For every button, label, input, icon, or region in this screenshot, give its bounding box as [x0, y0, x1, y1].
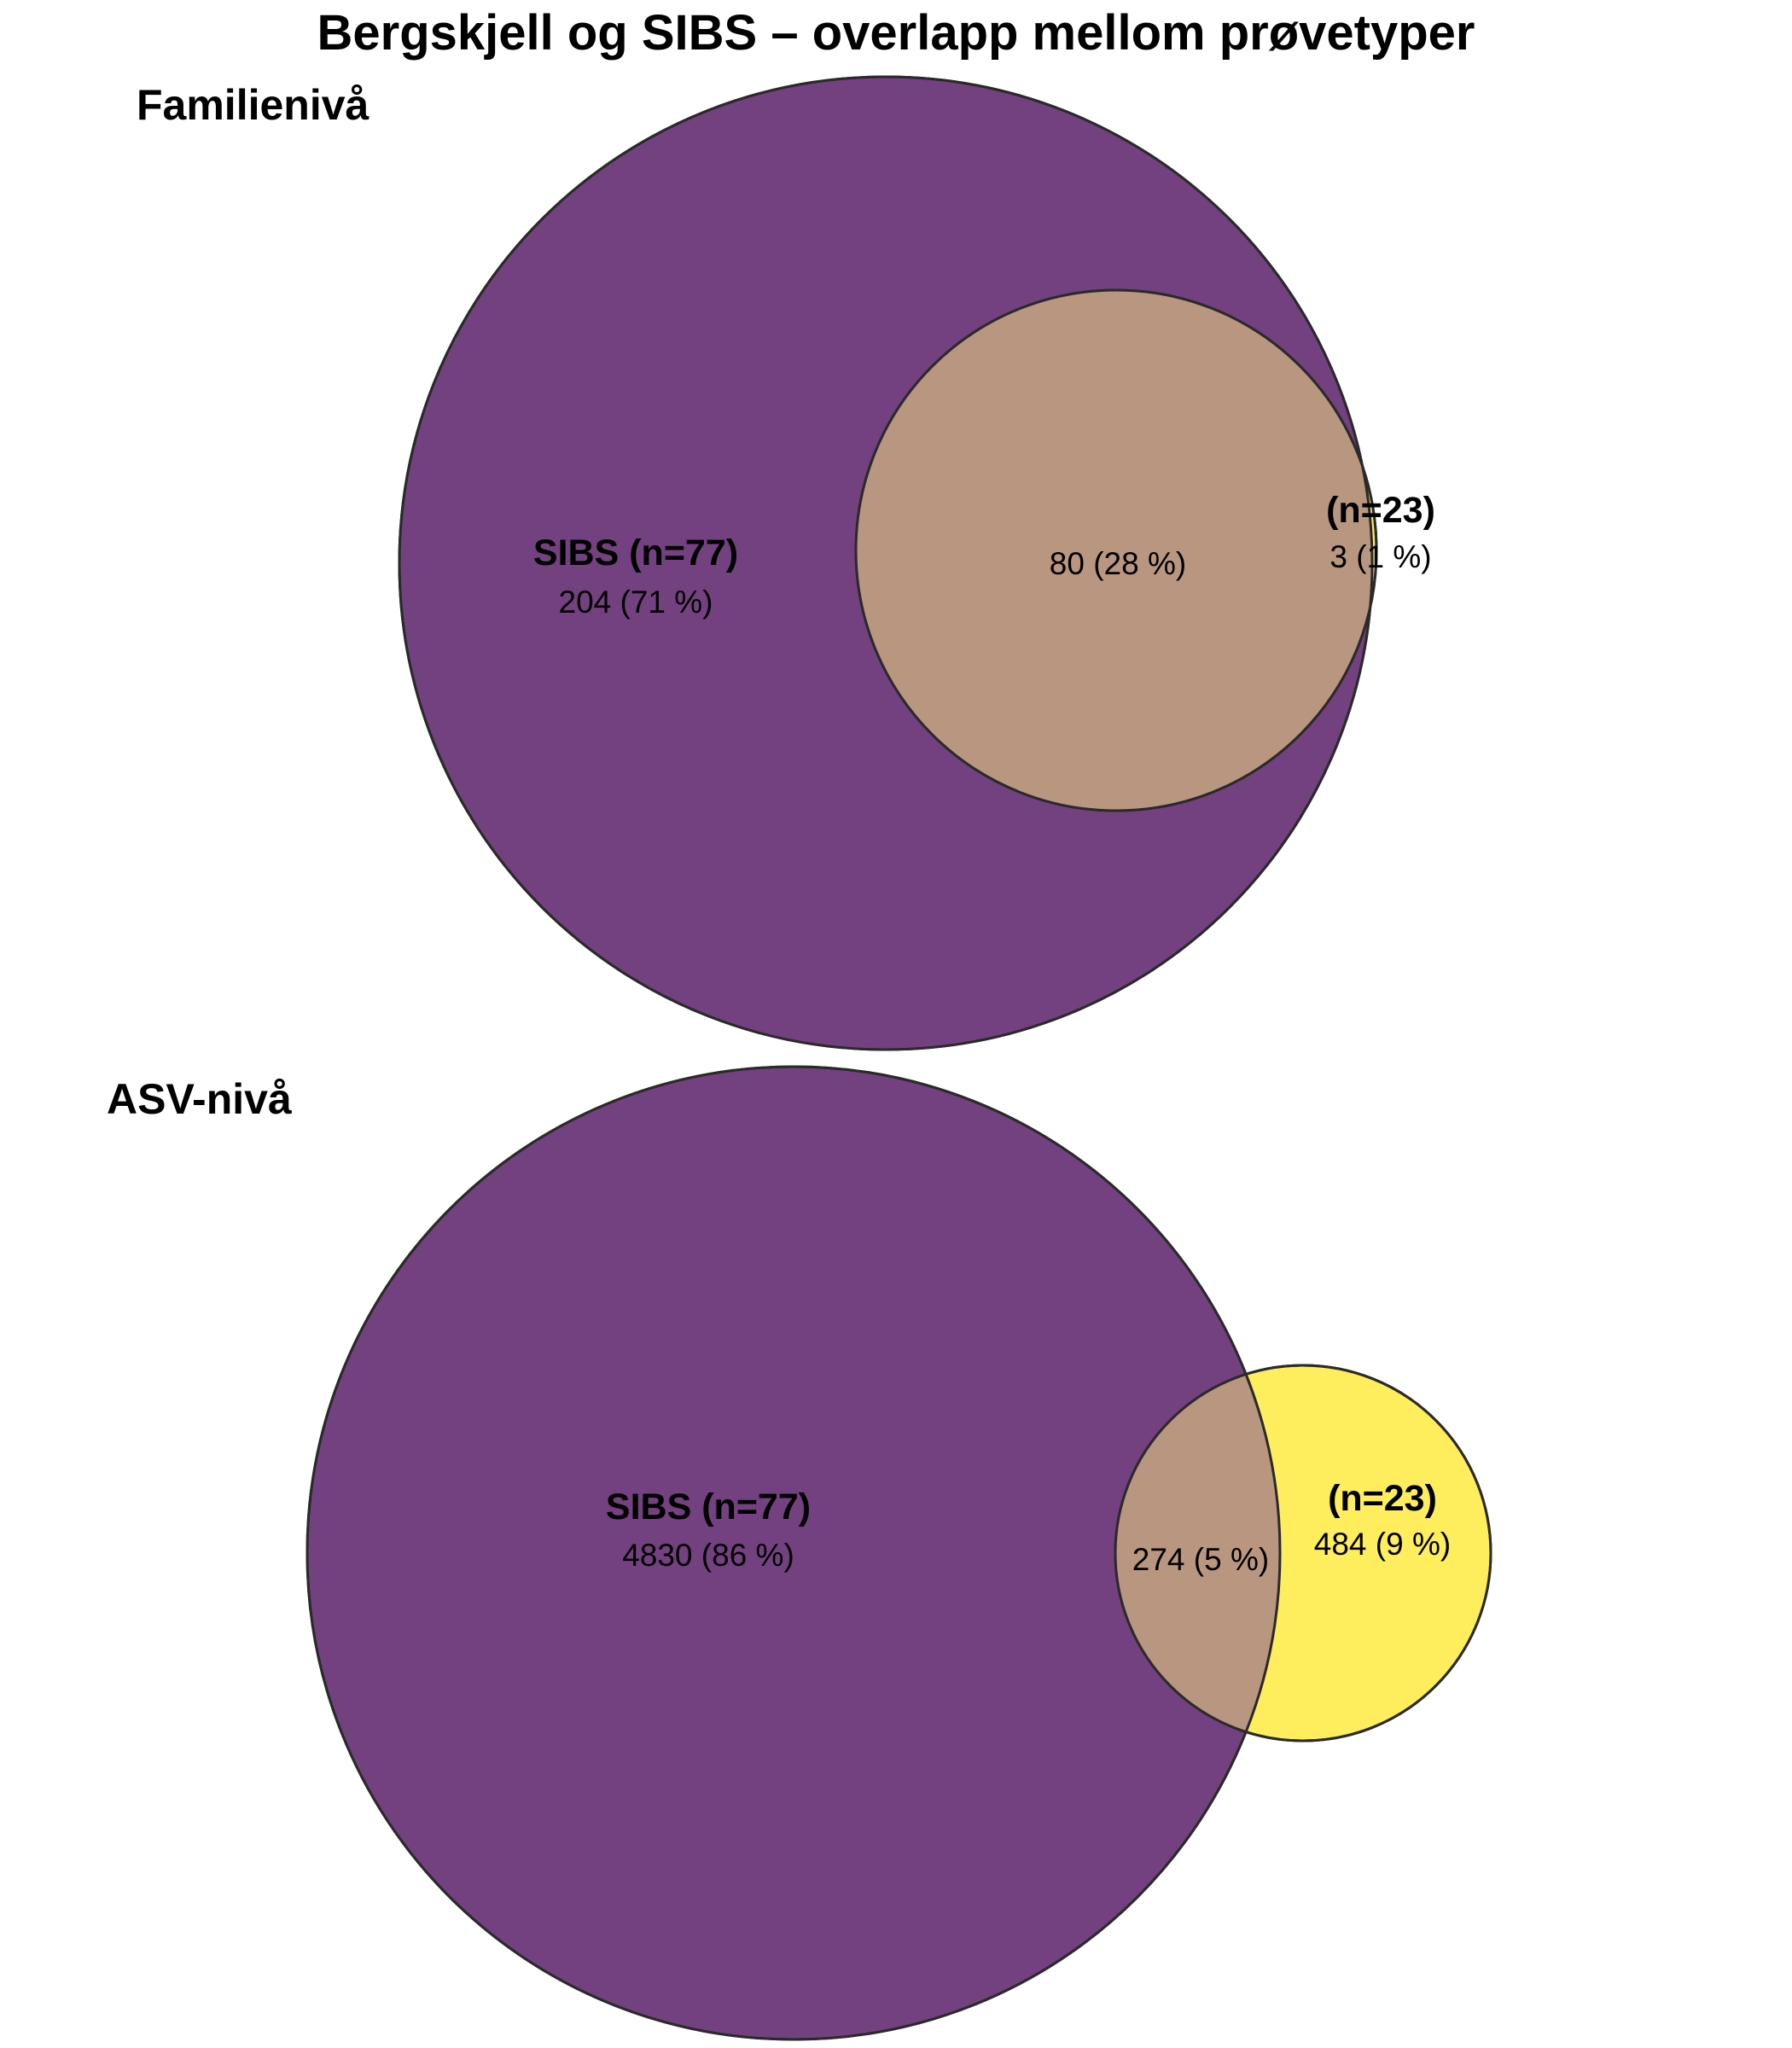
figure-title: Bergskjell og SIBS – overlapp mellom prø… — [317, 5, 1475, 61]
overlap-count: 80 (28 %) — [1050, 546, 1186, 581]
panel-title-asv: ASV-nivå — [107, 1075, 292, 1123]
sibs-only-count: 204 (71 %) — [559, 585, 713, 620]
right-only-count: 484 (9 %) — [1314, 1527, 1451, 1562]
right-set-label: (n=23) — [1326, 490, 1435, 531]
panel-family-level: Familienivå SIBS (n=77) 204 (71 %) 80 (2… — [137, 75, 1435, 1051]
sibs-set-label: SIBS (n=77) — [606, 1487, 811, 1527]
overlap-count: 274 (5 %) — [1132, 1542, 1269, 1577]
venn-overlap-region — [856, 290, 1372, 811]
panel-asv-level: ASV-nivå SIBS (n=77) 4830 (86 %) 274 (5 … — [107, 1065, 1492, 2041]
sibs-set-label: SIBS (n=77) — [533, 532, 738, 573]
sibs-only-count: 4830 (86 %) — [622, 1538, 794, 1573]
panel-title-family: Familienivå — [137, 81, 369, 129]
right-set-label: (n=23) — [1328, 1478, 1437, 1519]
right-only-count: 3 (1 %) — [1329, 539, 1431, 574]
